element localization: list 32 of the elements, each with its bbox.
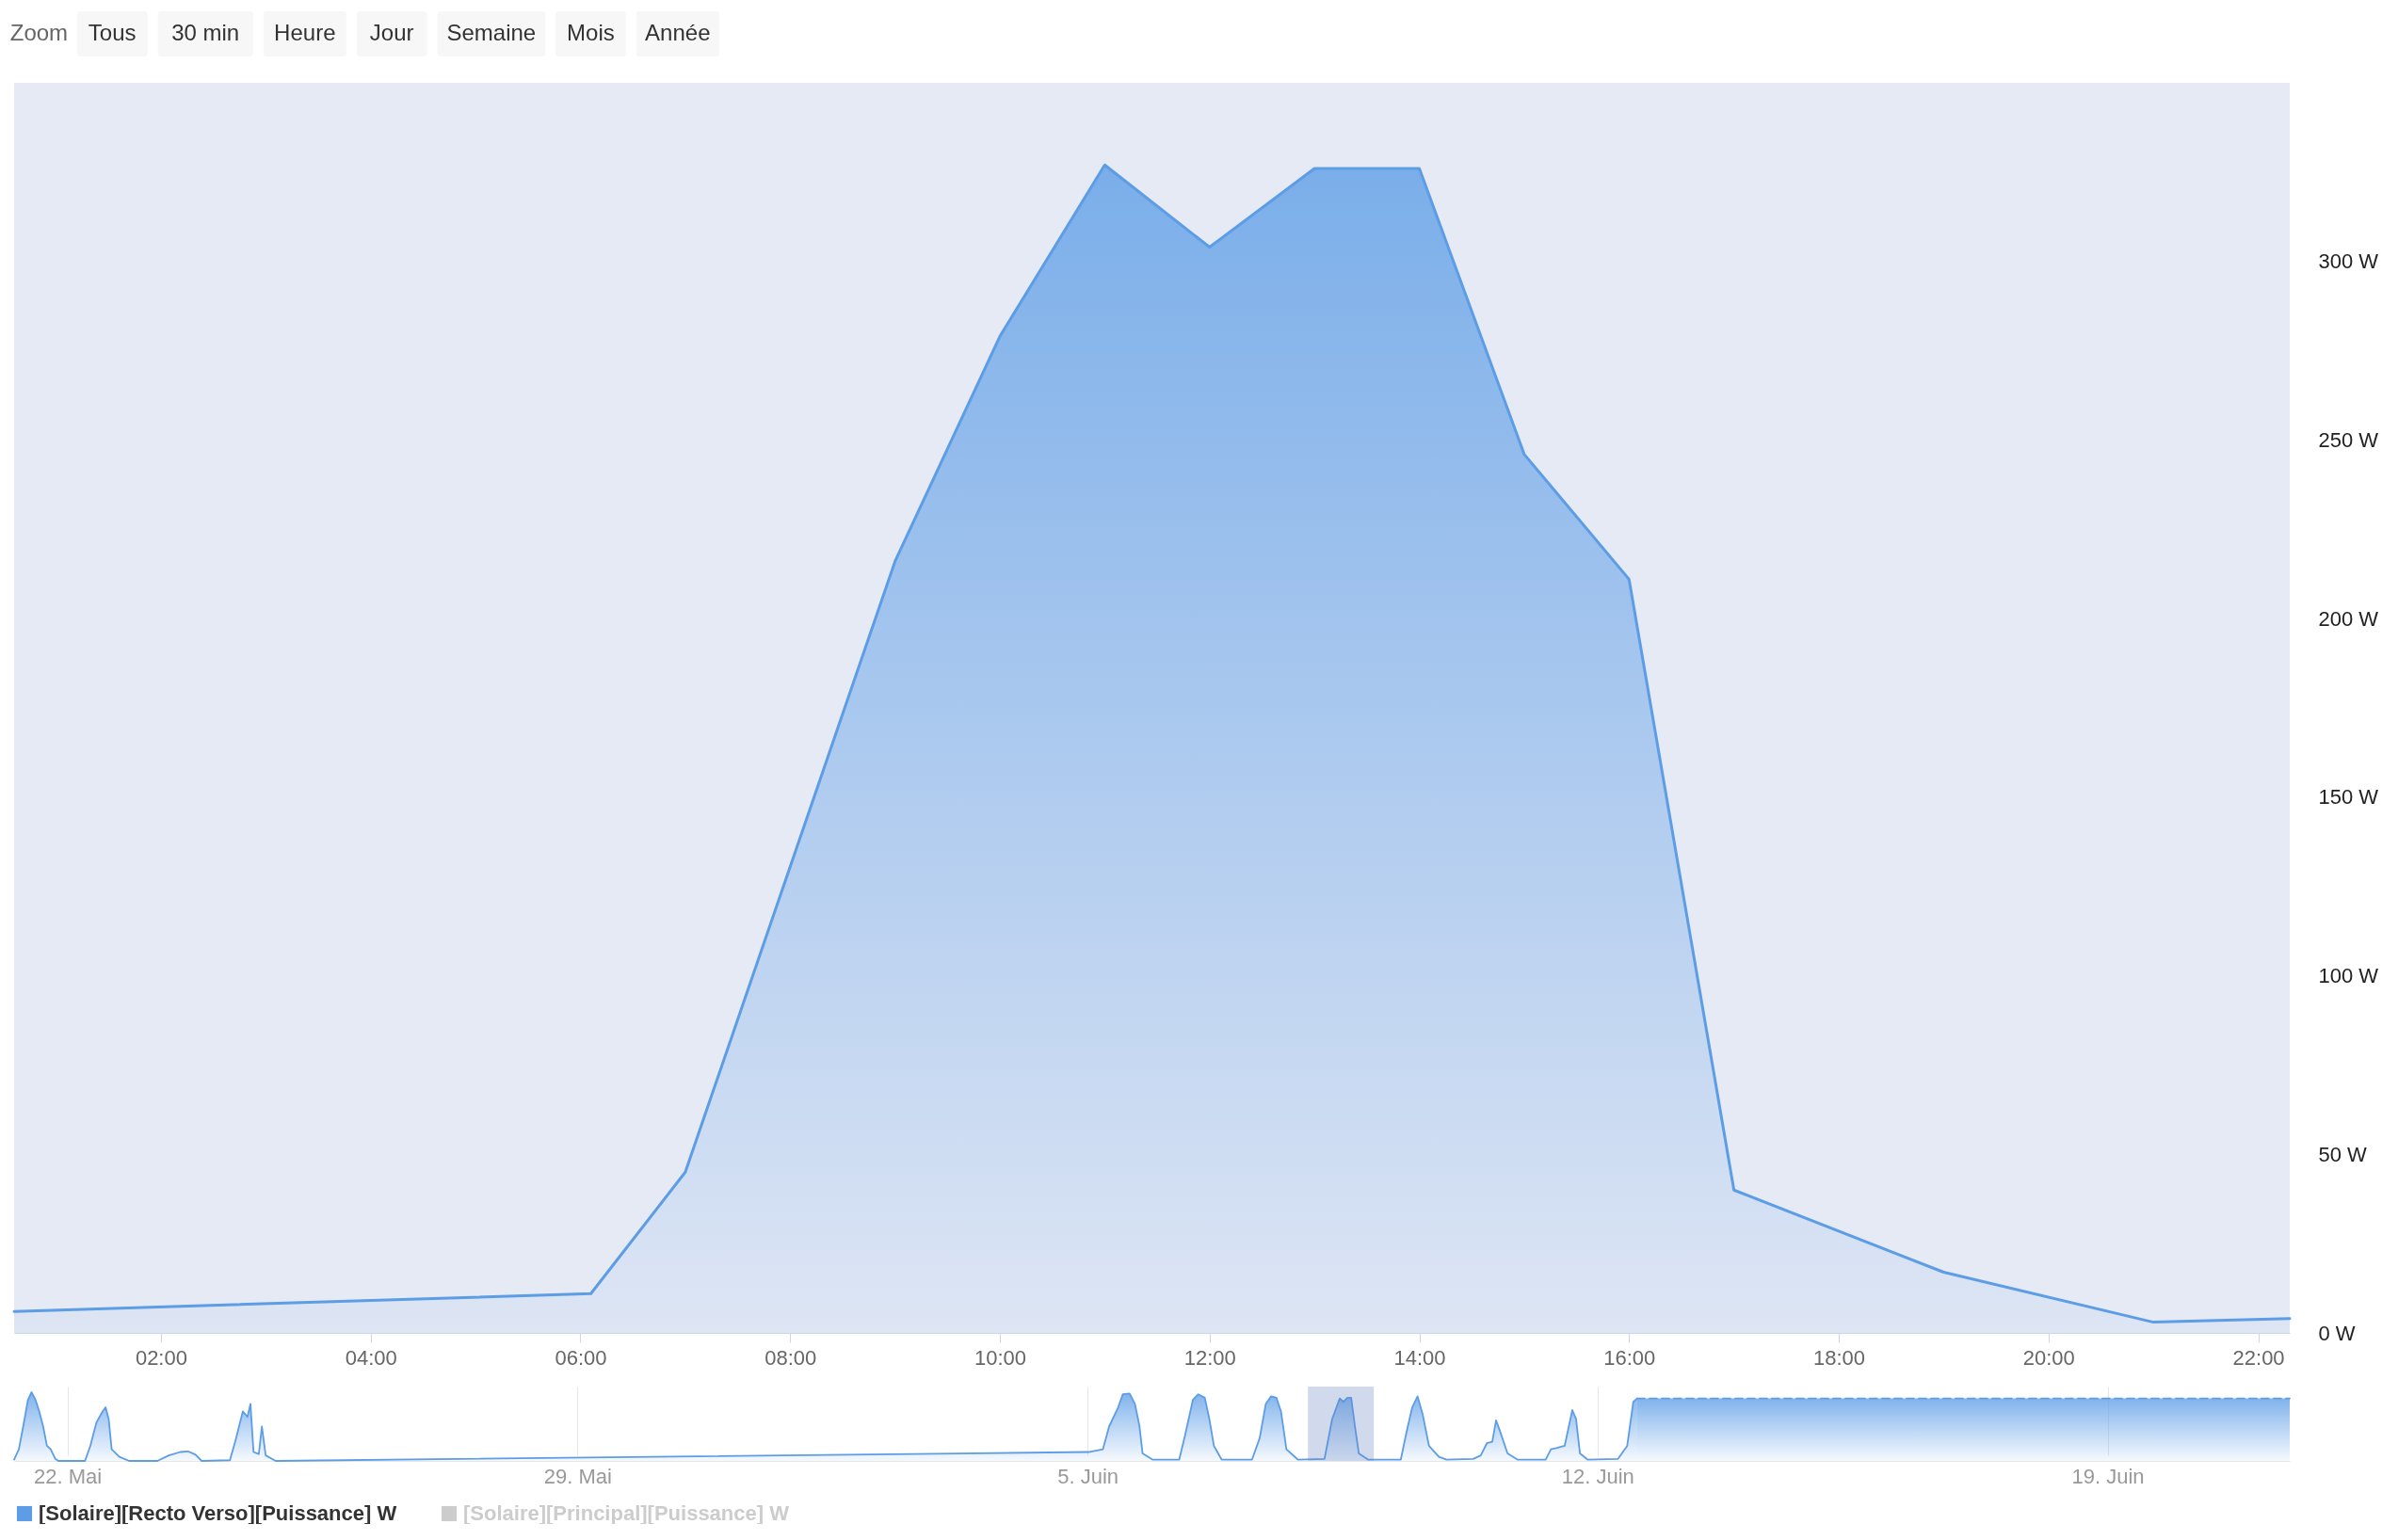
x-tick-label: 14:00 [1393, 1345, 1446, 1370]
y-tick-label: 200 W [2318, 606, 2379, 631]
text: Heure [274, 20, 336, 45]
text: Tous [88, 20, 137, 45]
x-tick-label: 12:00 [1183, 1345, 1236, 1370]
x-tick-label: 08:00 [764, 1345, 817, 1370]
x-tick-label: 5. Juin [1057, 1464, 1119, 1488]
x-tick-label: 10:00 [974, 1345, 1027, 1370]
y-tick-label: 250 W [2318, 427, 2379, 452]
x-tick-label: 22:00 [2232, 1345, 2285, 1370]
x-tick-label: 02:00 [135, 1345, 187, 1370]
y-tick-label: 300 W [2318, 249, 2379, 274]
text: 30 min [171, 20, 240, 45]
text: Mois [567, 20, 615, 45]
y-tick-label: 100 W [2318, 964, 2379, 988]
x-tick-label: 19. Juin [2071, 1464, 2145, 1488]
text: Jour [369, 20, 414, 45]
x-tick-label: 18:00 [1813, 1345, 1866, 1370]
legend-label: [Solaire][Recto Verso][Puissance] W [39, 1501, 397, 1525]
x-tick-label: 16:00 [1603, 1345, 1656, 1370]
y-tick-label: 0 W [2318, 1321, 2356, 1345]
text: Zoom [9, 20, 69, 45]
x-tick-label: 06:00 [555, 1345, 607, 1370]
y-tick-label: 150 W [2318, 785, 2379, 810]
x-tick-label: 20:00 [2022, 1345, 2075, 1370]
x-tick-label: 12. Juin [1561, 1464, 1634, 1488]
x-tick-label: 22. Mai [34, 1464, 103, 1488]
x-tick-label: 04:00 [345, 1345, 397, 1370]
text: Année [645, 20, 711, 45]
x-tick-label: 29. Mai [543, 1464, 612, 1488]
text: Semaine [446, 20, 537, 45]
y-tick-label: 50 W [2318, 1142, 2368, 1166]
